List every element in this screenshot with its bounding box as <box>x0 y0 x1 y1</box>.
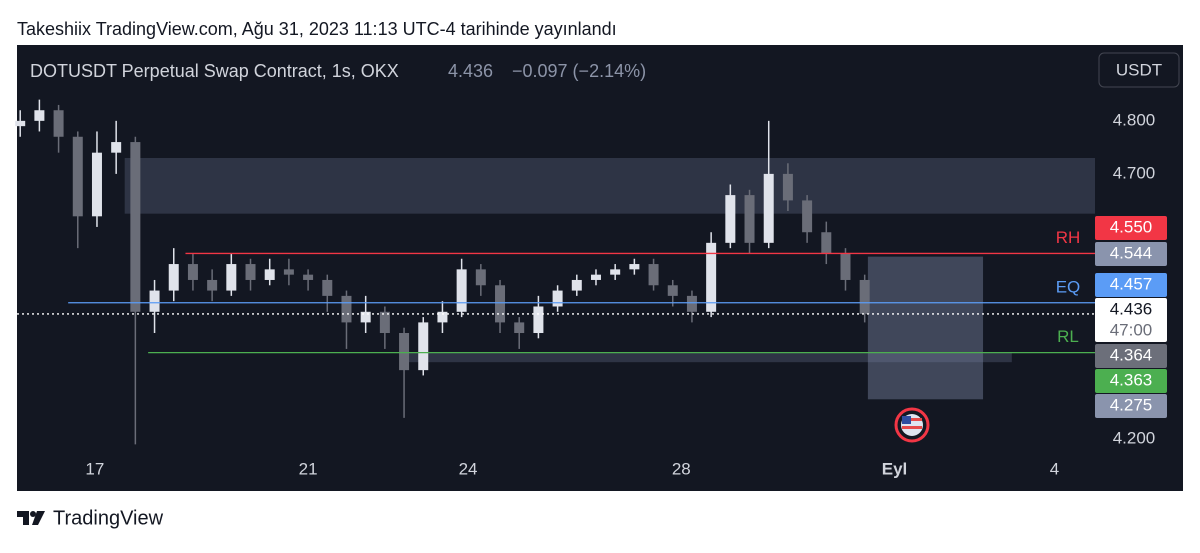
candle-body <box>648 264 659 286</box>
zone-tag-label: 4.544 <box>1110 243 1153 262</box>
candle-body <box>782 173 793 201</box>
last-price-tag <box>1095 298 1167 342</box>
chart-panel <box>17 45 1183 491</box>
candle-body <box>303 274 314 280</box>
zone-tag <box>1095 242 1167 266</box>
candle-body <box>514 322 525 334</box>
y-tick-label: 4.200 <box>1113 429 1156 448</box>
y-tick-label: 4.800 <box>1113 110 1156 129</box>
candle-body <box>226 264 237 291</box>
candle-body <box>283 269 294 275</box>
candle-body <box>667 285 678 296</box>
candle-body <box>130 142 141 312</box>
event-flag[interactable] <box>894 407 930 443</box>
candle-body <box>245 264 256 280</box>
zone-tag-label: 4.275 <box>1110 395 1153 414</box>
last-price-label: 4.436 <box>1110 299 1153 318</box>
candle-body <box>322 279 333 296</box>
chart-title: DOTUSDT Perpetual Swap Contract, 1s, OKX <box>30 61 399 81</box>
candle-body <box>72 136 83 217</box>
zone-tag <box>1095 394 1167 418</box>
candle-body <box>859 279 870 314</box>
currency-button[interactable] <box>1098 52 1180 88</box>
candle-body <box>264 269 275 280</box>
candle-body <box>456 269 467 312</box>
level-name: EQ <box>1056 277 1081 296</box>
zone-tag <box>1095 344 1167 368</box>
candle-body <box>111 142 122 153</box>
level-tag <box>1095 273 1167 297</box>
candle-body <box>744 195 755 243</box>
candle-body <box>34 110 45 121</box>
y-tick-label: 4.700 <box>1113 163 1156 182</box>
candle-body <box>187 264 198 280</box>
candle-body <box>418 322 429 371</box>
header-text: Takeshiix TradingView.com, Ağu 31, 2023 … <box>17 19 617 39</box>
candle-body <box>706 242 717 312</box>
zone <box>399 352 1012 363</box>
candle-body <box>725 195 736 243</box>
candle-body <box>207 279 218 291</box>
candle-body <box>437 311 448 323</box>
candle-body <box>475 269 486 286</box>
x-tick-label: 17 <box>85 459 104 478</box>
candle-body <box>629 264 640 270</box>
candle-body <box>360 311 371 323</box>
candle-body <box>15 120 26 127</box>
brand-name: TradingView <box>53 507 164 529</box>
x-tick-label: 24 <box>459 459 478 478</box>
level-tag <box>1095 369 1167 393</box>
candle-body <box>840 253 851 280</box>
plot <box>15 99 1096 445</box>
x-tick-label: Eyl <box>882 459 908 478</box>
candle-body <box>571 279 582 291</box>
brand-logo <box>17 511 45 525</box>
x-tick-label: 4 <box>1050 459 1059 478</box>
candle-body <box>552 290 563 307</box>
level-tag-label: 4.550 <box>1110 217 1153 236</box>
level-name: RL <box>1057 327 1079 346</box>
candle-body <box>533 306 544 334</box>
candle-body <box>495 285 506 323</box>
change-legend: −0.097 (−2.14%) <box>512 61 646 81</box>
candle-body <box>168 264 179 291</box>
x-tick-label: 21 <box>299 459 318 478</box>
candle-body <box>686 295 697 312</box>
level-tag <box>1095 216 1167 240</box>
candle-body <box>91 152 102 217</box>
candle-body <box>53 110 64 137</box>
candle-body <box>590 274 601 280</box>
zone <box>867 256 984 400</box>
level-tag-label: 4.363 <box>1110 370 1153 389</box>
candle-body <box>821 232 832 254</box>
level-name: RH <box>1056 228 1081 247</box>
x-tick-label: 28 <box>672 459 691 478</box>
candle-body <box>149 290 160 312</box>
candle-body <box>379 311 390 334</box>
zone <box>124 157 1096 214</box>
candle-body <box>341 295 352 323</box>
countdown-label: 47:00 <box>1110 320 1153 339</box>
candle-body <box>610 269 621 275</box>
candle-body <box>802 200 813 233</box>
candle-body <box>399 333 410 371</box>
last-price-legend: 4.436 <box>448 61 493 81</box>
zone-tag-label: 4.364 <box>1110 345 1153 364</box>
currency-label: USDT <box>1116 60 1162 79</box>
candle-body <box>763 173 774 243</box>
level-tag-label: 4.457 <box>1110 274 1153 293</box>
